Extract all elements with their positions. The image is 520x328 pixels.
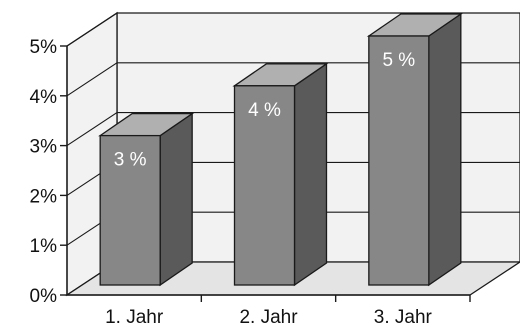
y-tick-label-3: 3% bbox=[30, 137, 58, 158]
data-label-1: 4 % bbox=[248, 100, 281, 121]
bar-side-2 bbox=[428, 12, 462, 287]
axes bbox=[66, 46, 471, 302]
bar-front-0 bbox=[99, 134, 161, 286]
gridline-5 bbox=[66, 12, 520, 47]
category-label-1: 2. Jahr bbox=[239, 307, 298, 328]
y-tick-label-5: 5% bbox=[30, 37, 58, 58]
bar-side-1 bbox=[293, 62, 328, 287]
bar-1: 4 % bbox=[232, 62, 329, 287]
y-tick-label-4: 4% bbox=[30, 87, 58, 108]
y-tick-label-0: 0% bbox=[30, 286, 58, 307]
y-tick-label-1: 1% bbox=[30, 236, 58, 257]
data-label-2: 5 % bbox=[382, 50, 415, 71]
y-tick-label-2: 2% bbox=[30, 186, 58, 207]
bar-side-0 bbox=[159, 112, 193, 287]
x-axis-categories: 1. Jahr 2. Jahr 3. Jahr bbox=[105, 307, 432, 328]
category-label-2: 3. Jahr bbox=[374, 307, 433, 328]
bars: 3 % 4 % 5 % bbox=[98, 12, 463, 287]
bar-2: 5 % bbox=[366, 12, 463, 287]
data-label-0: 3 % bbox=[114, 150, 147, 171]
category-label-0: 1. Jahr bbox=[105, 307, 164, 328]
bar-front-2 bbox=[368, 35, 430, 286]
bar-0: 3 % bbox=[98, 112, 195, 287]
bar-front-1 bbox=[233, 85, 296, 286]
y-axis-ticks: 0% 1% 2% 3% 4% 5% bbox=[30, 37, 67, 307]
